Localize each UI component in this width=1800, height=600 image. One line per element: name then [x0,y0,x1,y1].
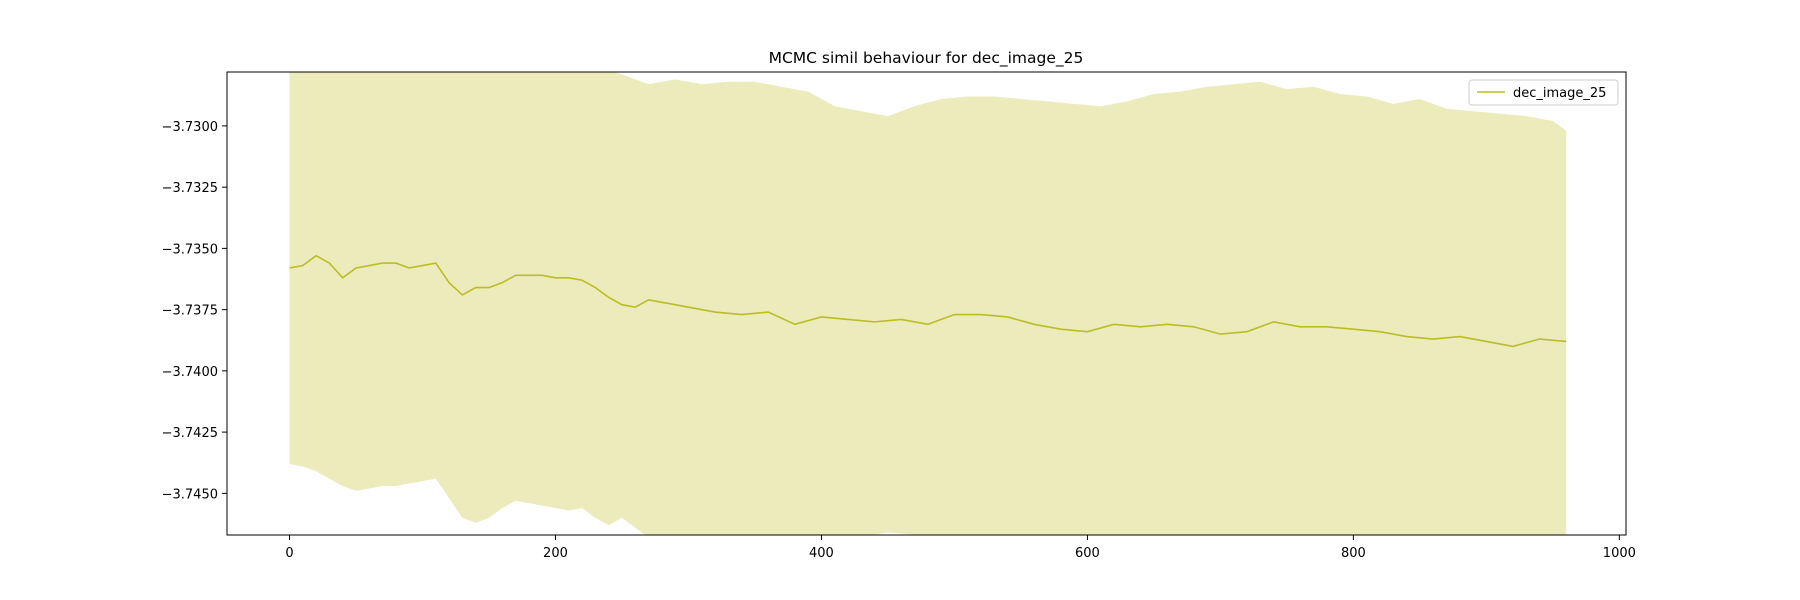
series-line-dec_image_25 [289,254,1567,348]
x-tick-label: 600 [1075,546,1100,561]
y-tick-label: −3.7350 [162,242,218,257]
legend-box [1468,79,1619,106]
y-tick-label: −3.7450 [162,487,218,502]
y-tick-label: −3.7300 [162,120,218,135]
legend: dec_image_25 [1468,79,1619,106]
x-tick-label: 1000 [1603,546,1636,561]
x-tick-label: 800 [1341,546,1366,561]
y-tick-label: −3.7425 [162,426,218,441]
y-tick-label: −3.7400 [162,365,218,380]
x-axis: 0 200 400 600 800 1000 [285,535,1636,561]
plot-frame [226,71,1627,536]
x-tick-label: 0 [285,546,293,561]
uncertainty-band [289,72,1567,535]
x-tick-label: 200 [543,546,568,561]
y-axis: −3.7300 −3.7325 −3.7350 −3.7375 −3.7400 −3.74… [162,120,227,502]
x-tick-label: 400 [809,546,834,561]
y-tick-label: −3.7325 [162,181,218,196]
y-tick-label: −3.7375 [162,304,218,319]
chart-title: MCMC simil behaviour for dec_image_25 [769,49,1084,68]
plot-area [289,72,1567,535]
legend-label-dec_image_25: dec_image_25 [1513,86,1606,101]
